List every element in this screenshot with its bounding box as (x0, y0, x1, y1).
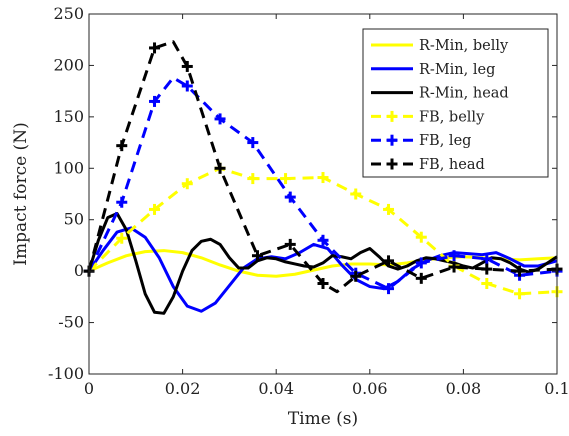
x-tick-label: 0.08 (446, 379, 482, 398)
data-point-marker (214, 113, 226, 125)
x-tick-label: 0.02 (165, 379, 201, 398)
legend-marker (386, 134, 398, 146)
data-point-marker (317, 277, 329, 289)
data-point-marker (481, 277, 493, 289)
legend-label: FB, belly (419, 109, 485, 125)
data-point-marker (383, 203, 395, 215)
legend-label: R-Min, leg (419, 62, 495, 78)
legend-entry: FB, leg (371, 133, 471, 149)
x-tick-label: 0.1 (544, 379, 569, 398)
x-tick-label: 0.04 (258, 379, 294, 398)
data-point-marker (481, 253, 493, 265)
legend-label: R-Min, head (419, 86, 509, 102)
data-point-marker (383, 255, 395, 267)
legend-entry: FB, head (371, 157, 485, 173)
plot-area-frame (88, 13, 558, 375)
legend-entry: R-Min, belly (371, 38, 509, 54)
y-tick-label: 200 (53, 55, 84, 74)
legend-entry: R-Min, leg (371, 62, 495, 78)
data-point-marker (116, 232, 128, 244)
series-5 (83, 40, 563, 294)
y-tick-label: -100 (48, 364, 84, 383)
legend-marker (386, 158, 398, 170)
data-point-marker (415, 257, 427, 269)
legend-entry: FB, belly (371, 109, 485, 125)
data-point-marker (383, 283, 395, 295)
data-point-marker (181, 60, 193, 72)
series-layer (83, 40, 563, 315)
data-point-marker (514, 265, 526, 277)
data-point-marker (415, 272, 427, 284)
legend-entry: R-Min, head (371, 86, 509, 102)
data-point-marker (181, 178, 193, 190)
data-point-marker (317, 234, 329, 246)
data-point-marker (317, 172, 329, 184)
y-tick-label: 250 (53, 4, 84, 23)
y-tick-label: -50 (58, 313, 84, 332)
y-tick-label: 50 (64, 210, 84, 229)
data-point-marker (350, 188, 362, 200)
series-line (87, 226, 558, 313)
legend: R-Min, belly R-Min, leg R-Min, head FB, bel… (362, 28, 549, 178)
y-axis-label: Impact force (N) (11, 122, 31, 265)
x-tick-label: 0.06 (352, 379, 388, 398)
x-axis-label: Time (s) (288, 409, 358, 429)
legend-marker (386, 110, 398, 122)
data-point-marker (280, 173, 292, 185)
legend-box (362, 28, 549, 178)
data-point-marker (284, 238, 296, 250)
y-tick-label: 100 (53, 158, 84, 177)
legend-label: FB, leg (419, 133, 471, 149)
data-point-marker (284, 191, 296, 203)
data-point-marker (116, 140, 128, 152)
data-point-marker (448, 261, 460, 273)
data-point-marker (350, 270, 362, 282)
data-point-marker (247, 137, 259, 149)
data-point-marker (415, 231, 427, 243)
series-3 (83, 162, 563, 300)
y-tick-label: 150 (53, 107, 84, 126)
data-point-marker (214, 162, 226, 174)
data-point-marker (149, 95, 161, 107)
data-point-marker (251, 250, 263, 262)
y-tick-label: 0 (74, 261, 84, 280)
legend-label: FB, head (419, 157, 485, 173)
series-line (87, 212, 558, 315)
data-point-marker (481, 263, 493, 275)
data-point-marker (247, 173, 259, 185)
data-point-marker (181, 80, 193, 92)
x-tick-label: 0 (84, 379, 94, 398)
legend-label: R-Min, belly (419, 38, 509, 54)
data-point-marker (149, 42, 161, 54)
data-point-marker (149, 203, 161, 215)
series-2 (87, 212, 558, 315)
data-point-marker (514, 288, 526, 300)
data-point-marker (116, 196, 128, 208)
data-point-marker (448, 250, 460, 262)
series-1 (87, 226, 558, 313)
ticks-layer: 0 0.02 0.04 0.06 0.08 0.1 -100 -50 0 50 100 150 200 2… (48, 4, 569, 398)
